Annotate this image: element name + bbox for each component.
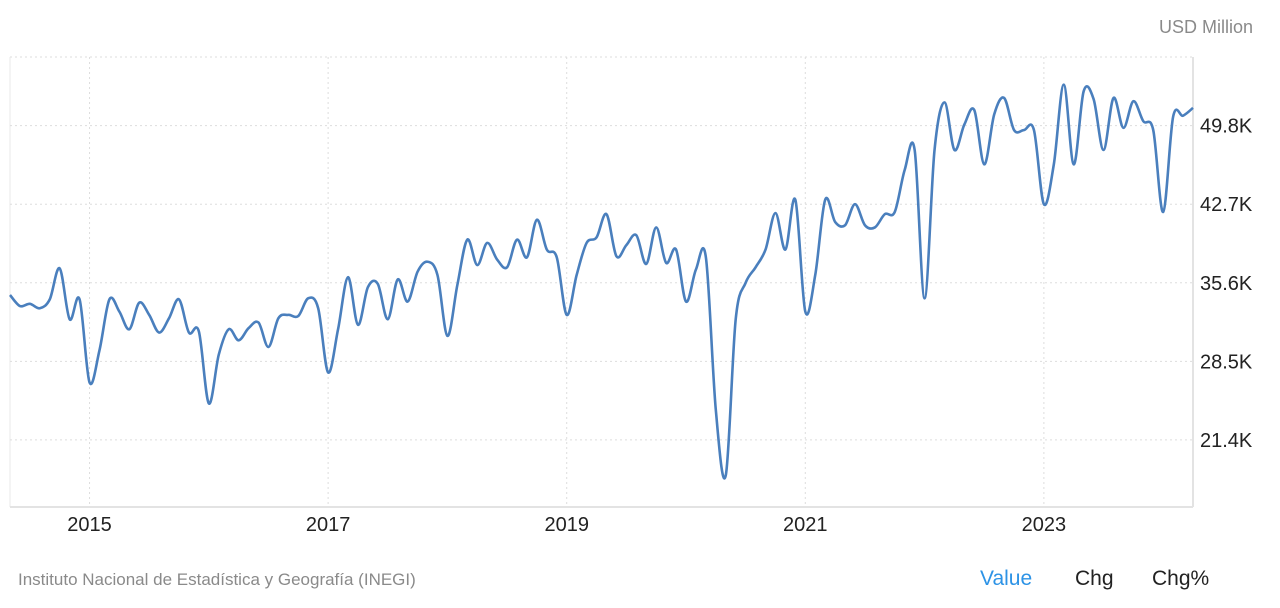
y-tick-label: 42.7K	[1200, 194, 1253, 216]
x-axis-ticks: 2015 2017 2019 2021 2023	[67, 514, 1066, 536]
series-line-value	[8, 83, 1194, 480]
x-tick-label: 2023	[1022, 514, 1067, 536]
x-tick-label: 2019	[544, 514, 589, 536]
tab-value[interactable]: Value	[980, 567, 1033, 590]
tab-chg-percent[interactable]: Chg%	[1152, 567, 1210, 590]
series-group	[8, 83, 1194, 480]
y-axis-ticks: 21.4K 28.5K 35.6K 42.7K 49.8K	[1200, 116, 1253, 452]
x-tick-label: 2015	[67, 514, 112, 536]
y-tick-label: 49.8K	[1200, 116, 1253, 138]
grid-lines	[9, 56, 1194, 508]
unit-label: USD Million	[1158, 17, 1253, 37]
y-tick-label: 35.6K	[1200, 273, 1253, 295]
source-label: Instituto Nacional de Estadística y Geog…	[18, 570, 416, 589]
x-tick-label: 2021	[783, 514, 828, 536]
y-tick-label: 21.4K	[1200, 430, 1253, 452]
tab-chg[interactable]: Chg	[1075, 567, 1114, 590]
view-tabs: Value Chg Chg%	[0, 567, 1280, 597]
y-tick-label: 28.5K	[1200, 351, 1253, 373]
x-tick-label: 2017	[306, 514, 351, 536]
